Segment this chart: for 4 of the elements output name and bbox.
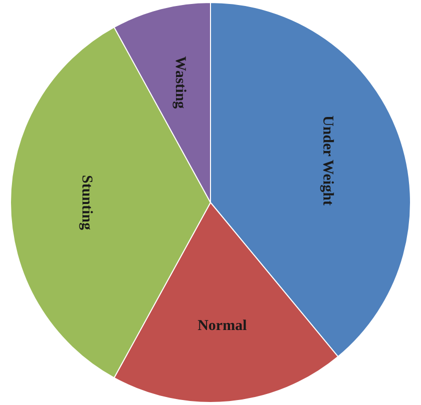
slice-label: Wasting: [172, 56, 188, 110]
slice-label: Stunting: [78, 174, 95, 231]
slice-label: Under Weight: [319, 116, 336, 206]
slice-label: Normal: [198, 318, 247, 334]
